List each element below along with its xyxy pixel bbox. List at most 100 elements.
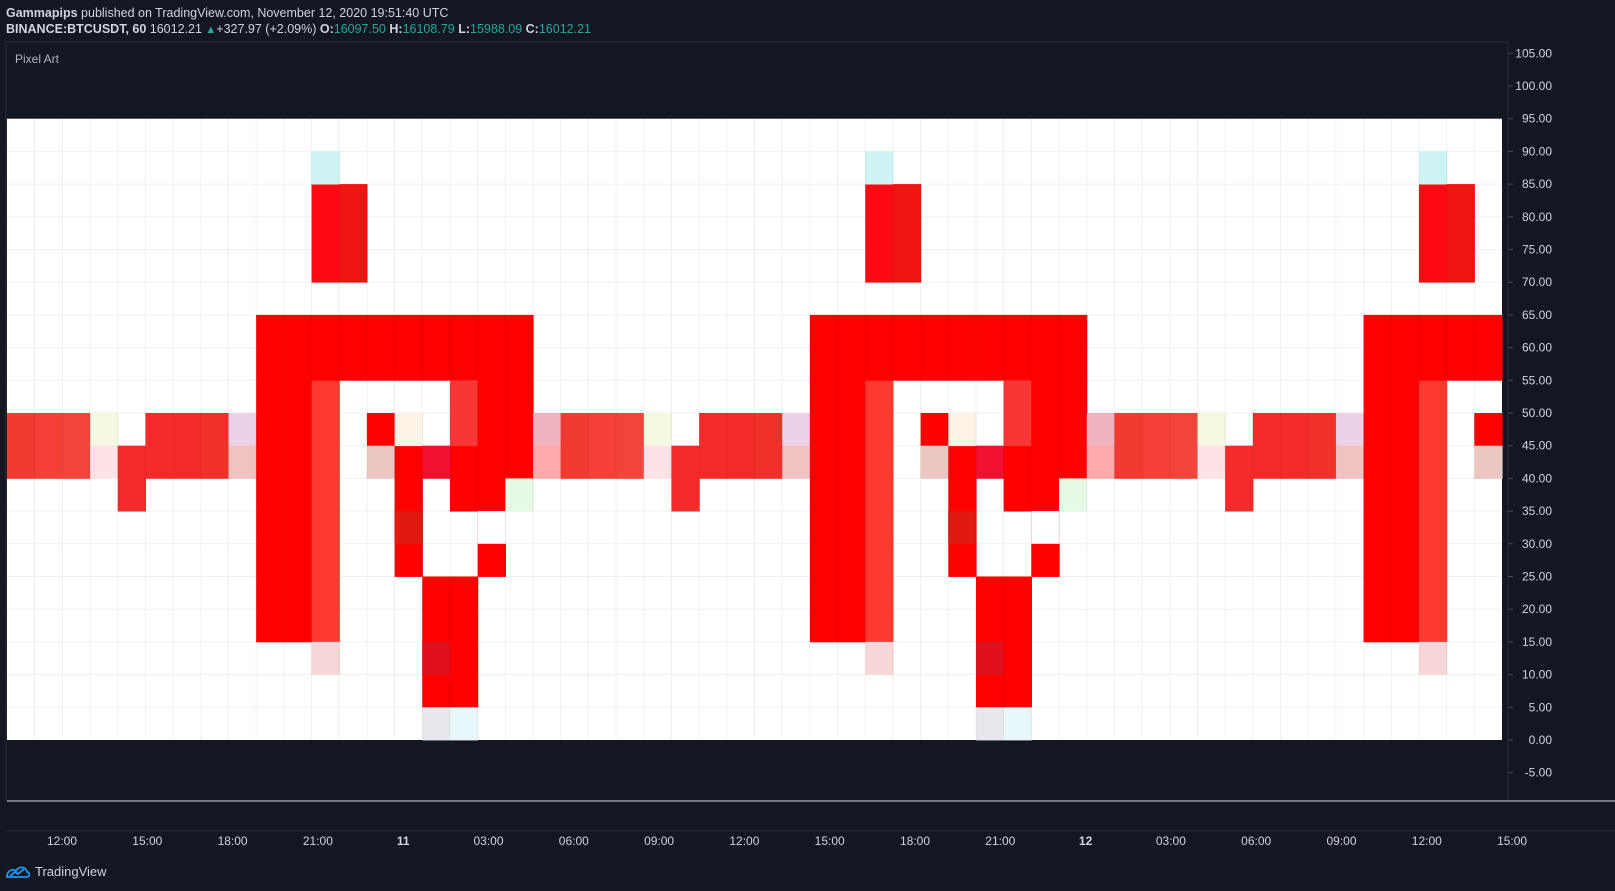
symbol-label[interactable]: BINANCE:BTCUSDT, 60 — [6, 22, 147, 36]
pixel-cell — [311, 151, 340, 185]
pixel-cell — [228, 445, 257, 479]
pixel-cell — [892, 314, 922, 381]
y-tick-label: 80.00 — [1522, 210, 1552, 224]
x-tick-label: 06:00 — [1241, 834, 1271, 848]
pixel-cell — [920, 413, 949, 447]
price-change: +327.97 (+2.09%) — [216, 22, 317, 36]
pixel-cell — [311, 184, 340, 283]
x-tick-label: 18:00 — [218, 834, 248, 848]
footer-brand-label: TradingView — [35, 864, 107, 879]
author-name[interactable]: Gammapips — [6, 6, 78, 20]
y-tick-label: 95.00 — [1522, 112, 1552, 126]
pixel-cell — [671, 445, 700, 512]
pixel-cell — [1003, 380, 1032, 447]
pixel-cell — [699, 413, 728, 479]
pixel-cell — [1474, 314, 1503, 381]
pixel-cell — [117, 445, 147, 512]
pixel-cell — [1252, 413, 1282, 479]
footer-brand[interactable]: TradingView — [6, 864, 107, 879]
pixel-cell — [200, 413, 230, 479]
low-value: 15988.09 — [470, 22, 523, 36]
y-tick-label: 90.00 — [1522, 144, 1552, 158]
x-tick-label: 12:00 — [1412, 834, 1442, 848]
y-tick-label: 70.00 — [1522, 275, 1552, 289]
y-tick-label: 65.00 — [1522, 308, 1552, 322]
pixel-cell — [145, 413, 174, 479]
pixel-cell — [1418, 641, 1448, 675]
pixel-cell — [865, 314, 894, 381]
pixel-cell — [1474, 413, 1503, 447]
x-tick-label: 12 — [1079, 834, 1093, 848]
pixel-cell — [616, 413, 645, 479]
pixel-cell — [311, 314, 340, 381]
y-tick-label: 40.00 — [1522, 471, 1552, 485]
pixel-cell — [394, 314, 423, 381]
pixel-cell — [173, 413, 202, 479]
pixel-cell — [948, 413, 977, 447]
pixel-cell — [809, 314, 839, 643]
x-tick-label: 03:00 — [473, 834, 503, 848]
pixel-cell — [339, 314, 368, 381]
pixel-cell — [1225, 445, 1254, 512]
pixel-cell — [533, 413, 562, 447]
x-tick-label: 03:00 — [1156, 834, 1186, 848]
x-tick-label: 21:00 — [303, 834, 333, 848]
pixel-cell — [1003, 576, 1032, 708]
pixel-cell — [588, 413, 617, 479]
pixel-cell — [422, 707, 451, 741]
y-tick-label: 85.00 — [1522, 177, 1552, 191]
pixel-cell — [1335, 413, 1365, 447]
y-tick-label: 50.00 — [1522, 406, 1552, 420]
pixel-cell — [422, 641, 451, 675]
pixel-cell — [533, 445, 562, 479]
y-tick-label: 55.00 — [1522, 373, 1552, 387]
pixel-cell — [1059, 314, 1088, 479]
pixel-cell — [394, 511, 423, 545]
pixel-cell — [726, 413, 756, 479]
pixel-cell — [920, 445, 949, 479]
y-tick-label: 45.00 — [1522, 439, 1552, 453]
open-label: O: — [319, 22, 334, 36]
indicator-label: Pixel Art — [15, 52, 60, 66]
pixel-cell — [34, 413, 63, 479]
pixel-cell — [1363, 314, 1392, 643]
x-tick-label: 21:00 — [985, 834, 1015, 848]
pixel-cell — [505, 314, 534, 479]
pixel-cell — [975, 641, 1005, 675]
tradingview-logo-icon — [6, 865, 30, 878]
y-tick-label: 0.00 — [1529, 733, 1553, 747]
y-tick-label: 105.00 — [1515, 46, 1552, 60]
pixel-cell — [1418, 184, 1448, 283]
pixel-cell — [366, 314, 396, 381]
y-tick-label: 20.00 — [1522, 602, 1552, 616]
pixel-cell — [449, 707, 479, 741]
pixel-cell — [366, 445, 396, 479]
pixel-cell — [1418, 151, 1448, 185]
pixel-cell — [1418, 314, 1448, 381]
last-price: 16012.21 — [149, 22, 202, 36]
pixel-cell — [975, 314, 1005, 381]
pixel-cell — [62, 413, 91, 479]
pixel-cell — [1114, 413, 1143, 479]
y-tick-label: 100.00 — [1515, 79, 1552, 93]
pixel-cell — [920, 314, 949, 381]
pixel-cell — [477, 543, 506, 577]
y-tick-label: 35.00 — [1522, 504, 1552, 518]
published-text: published on TradingView.com, November 1… — [81, 6, 449, 20]
pixel-cell — [1059, 478, 1088, 512]
pixel-cell — [311, 641, 340, 675]
y-tick-label: -5.00 — [1525, 766, 1553, 780]
pixel-cell — [865, 151, 894, 185]
pixel-cell — [422, 445, 451, 479]
close-label: C: — [525, 22, 539, 36]
x-tick-label: 09:00 — [644, 834, 674, 848]
pixel-cell — [1446, 314, 1475, 381]
pixel-cell — [422, 314, 451, 381]
pixel-cell — [975, 445, 1005, 479]
pixel-cell — [782, 445, 811, 479]
pixel-cell — [865, 184, 894, 283]
y-tick-label: 60.00 — [1522, 341, 1552, 355]
pixel-cell — [1446, 184, 1475, 283]
y-tick-label: 10.00 — [1522, 668, 1552, 682]
